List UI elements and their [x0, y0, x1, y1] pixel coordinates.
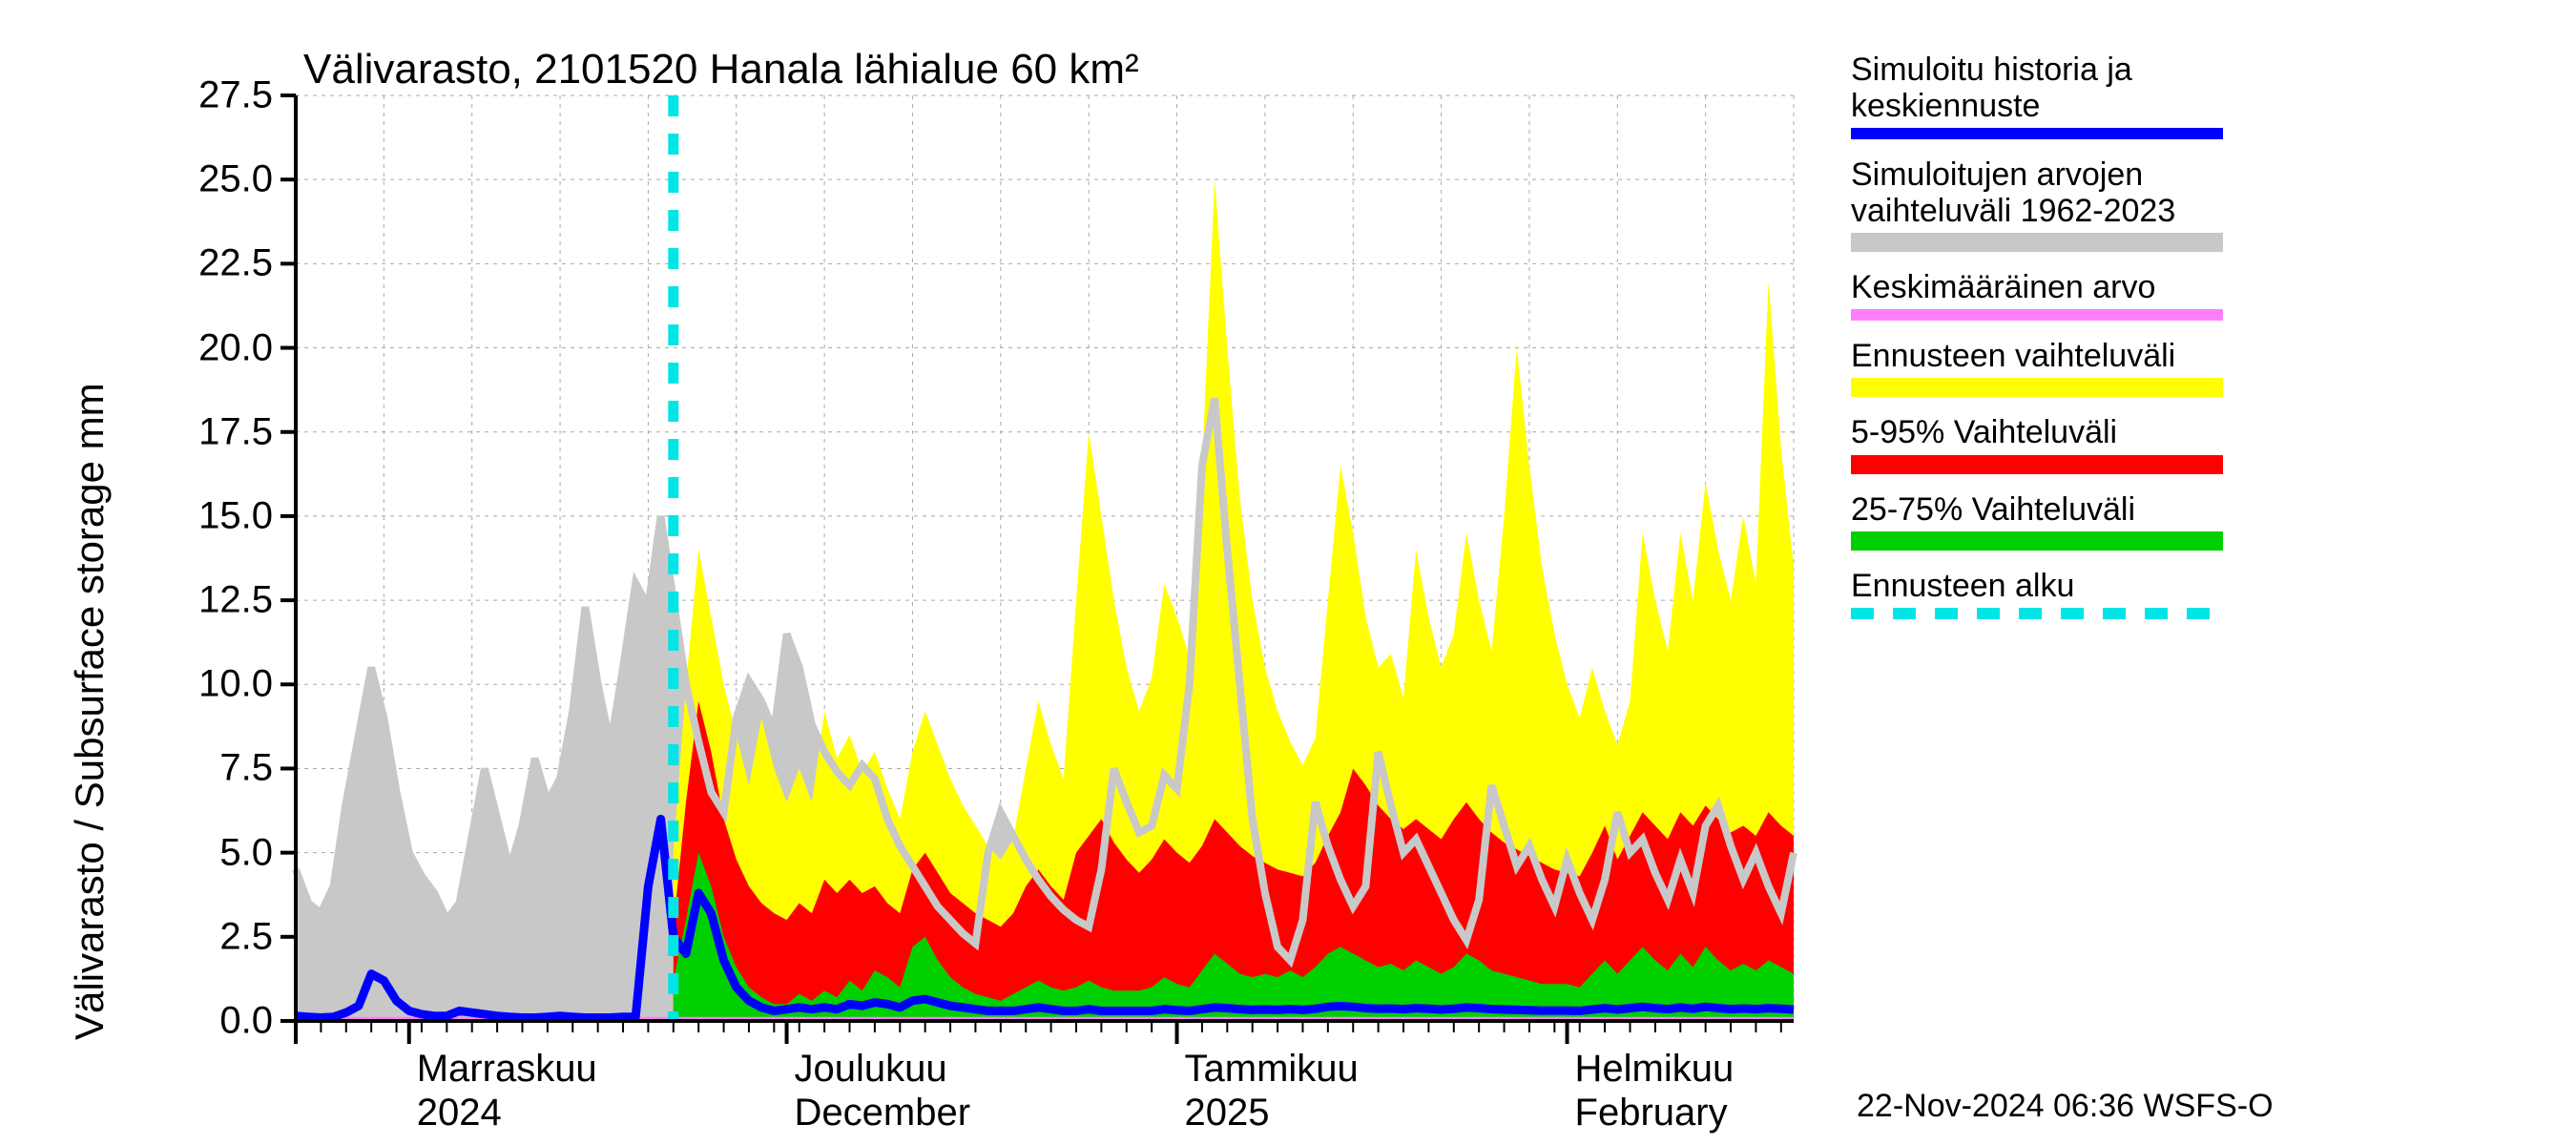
- chart-title: Välivarasto, 2101520 Hanala lähialue 60 …: [303, 46, 1139, 94]
- legend-label: vaihteluväli 1962-2023: [1851, 193, 2233, 229]
- legend-entry: Simuloitu historia jakeskiennuste: [1851, 52, 2233, 139]
- x-month-sublabel: December: [795, 1092, 971, 1135]
- legend-entry: 5-95% Vaihteluväli: [1851, 414, 2233, 473]
- y-tick-label: 25.0: [168, 158, 273, 201]
- y-tick-label: 12.5: [168, 579, 273, 622]
- legend-entry: 25-75% Vaihteluväli: [1851, 491, 2233, 551]
- legend-label: Simuloitujen arvojen: [1851, 156, 2233, 193]
- y-tick-label: 2.5: [168, 915, 273, 958]
- legend-swatch: [1851, 608, 2223, 619]
- y-tick-label: 20.0: [168, 326, 273, 369]
- legend-swatch: [1851, 378, 2223, 397]
- x-month-sublabel: 2025: [1185, 1092, 1270, 1135]
- legend-swatch: [1851, 309, 2223, 321]
- plot-svg: [296, 95, 1794, 1021]
- legend-entry: Simuloitujen arvojenvaihteluväli 1962-20…: [1851, 156, 2233, 252]
- legend-label: Ennusteen vaihteluväli: [1851, 338, 2233, 374]
- y-tick-label: 27.5: [168, 74, 273, 117]
- y-tick-label: 15.0: [168, 494, 273, 537]
- x-month-sublabel: February: [1575, 1092, 1728, 1135]
- legend-label: 5-95% Vaihteluväli: [1851, 414, 2233, 450]
- y-tick-label: 10.0: [168, 663, 273, 706]
- x-month-sublabel: 2024: [417, 1092, 502, 1135]
- y-tick-label: 22.5: [168, 242, 273, 285]
- legend-label: Ennusteen alku: [1851, 568, 2233, 604]
- x-month-label: Helmikuu: [1575, 1048, 1735, 1091]
- y-tick-label: 17.5: [168, 410, 273, 453]
- y-tick-label: 5.0: [168, 831, 273, 874]
- y-tick-label: 7.5: [168, 747, 273, 790]
- y-tick-label: 0.0: [168, 1000, 273, 1043]
- chart-container: Välivarasto, 2101520 Hanala lähialue 60 …: [0, 0, 2576, 1145]
- legend-entry: Ennusteen vaihteluväli: [1851, 338, 2233, 397]
- legend: Simuloitu historia jakeskiennusteSimuloi…: [1851, 52, 2233, 636]
- legend-label: Keskimääräinen arvo: [1851, 269, 2233, 305]
- legend-label: Simuloitu historia ja: [1851, 52, 2233, 88]
- legend-label: 25-75% Vaihteluväli: [1851, 491, 2233, 528]
- legend-swatch: [1851, 455, 2223, 474]
- plot-area: [296, 95, 1794, 1021]
- legend-label: keskiennuste: [1851, 88, 2233, 124]
- legend-entry: Keskimääräinen arvo: [1851, 269, 2233, 321]
- x-month-label: Tammikuu: [1185, 1048, 1359, 1091]
- legend-swatch: [1851, 128, 2223, 139]
- legend-entry: Ennusteen alku: [1851, 568, 2233, 619]
- timestamp: 22-Nov-2024 06:36 WSFS-O: [1857, 1088, 2274, 1125]
- x-month-label: Joulukuu: [795, 1048, 947, 1091]
- x-month-label: Marraskuu: [417, 1048, 597, 1091]
- legend-swatch: [1851, 531, 2223, 551]
- legend-swatch: [1851, 233, 2223, 252]
- y-axis-label: Välivarasto / Subsurface storage mm: [67, 383, 113, 1040]
